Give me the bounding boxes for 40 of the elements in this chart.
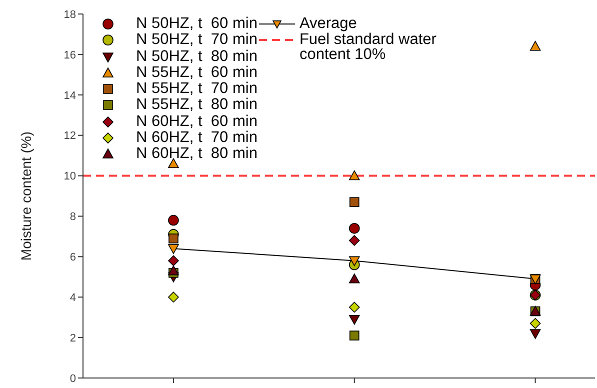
- point: [530, 329, 541, 339]
- point: [348, 314, 360, 325]
- legend-label: N 50HZ, t 60 min: [136, 15, 258, 32]
- legend-label: N 55HZ, t 70 min: [136, 80, 258, 98]
- point: [168, 234, 178, 244]
- point: [168, 255, 179, 266]
- y-tick-label: 16: [64, 49, 76, 62]
- point: [348, 222, 360, 234]
- point: [168, 244, 179, 254]
- point: [530, 40, 541, 51]
- y-tick-label: 18: [64, 8, 76, 21]
- legend-label: N 60HZ, t 60 min: [136, 112, 258, 130]
- y-tick-label: 6: [70, 252, 76, 264]
- point: [168, 292, 179, 303]
- y-tick-label: 0: [70, 372, 76, 385]
- y-tick-label: 14: [64, 90, 76, 102]
- point: [349, 197, 360, 207]
- point: [348, 170, 360, 180]
- legend-label: N 60HZ, t 80 min: [136, 145, 258, 162]
- legend-label: Fuel standard water content 10%: [299, 31, 438, 63]
- point: [168, 265, 179, 276]
- point: [348, 256, 360, 266]
- legend-label: N 55HZ, t 80 min: [136, 96, 258, 114]
- legend-label: Average: [299, 15, 357, 32]
- legend-label: N 55HZ, t 60 min: [136, 64, 258, 81]
- legend-label: N 60HZ, t 70 min: [136, 129, 258, 146]
- y-tick-label: 12: [64, 130, 76, 142]
- point: [168, 214, 179, 226]
- y-tick-label: 10: [64, 170, 76, 183]
- legend-label: N 50HZ, t 80 min: [136, 48, 258, 65]
- legend-label: N 50HZ, t 70 min: [136, 31, 258, 48]
- y-axis-title: Moisture content (%): [18, 131, 34, 261]
- y-tick-label: 2: [70, 332, 76, 344]
- y-tick-label: 8: [70, 211, 76, 224]
- point: [348, 274, 360, 284]
- point: [348, 302, 360, 313]
- point: [349, 330, 360, 340]
- point: [530, 318, 541, 329]
- y-tick-label: 4: [70, 292, 76, 304]
- point: [348, 235, 360, 246]
